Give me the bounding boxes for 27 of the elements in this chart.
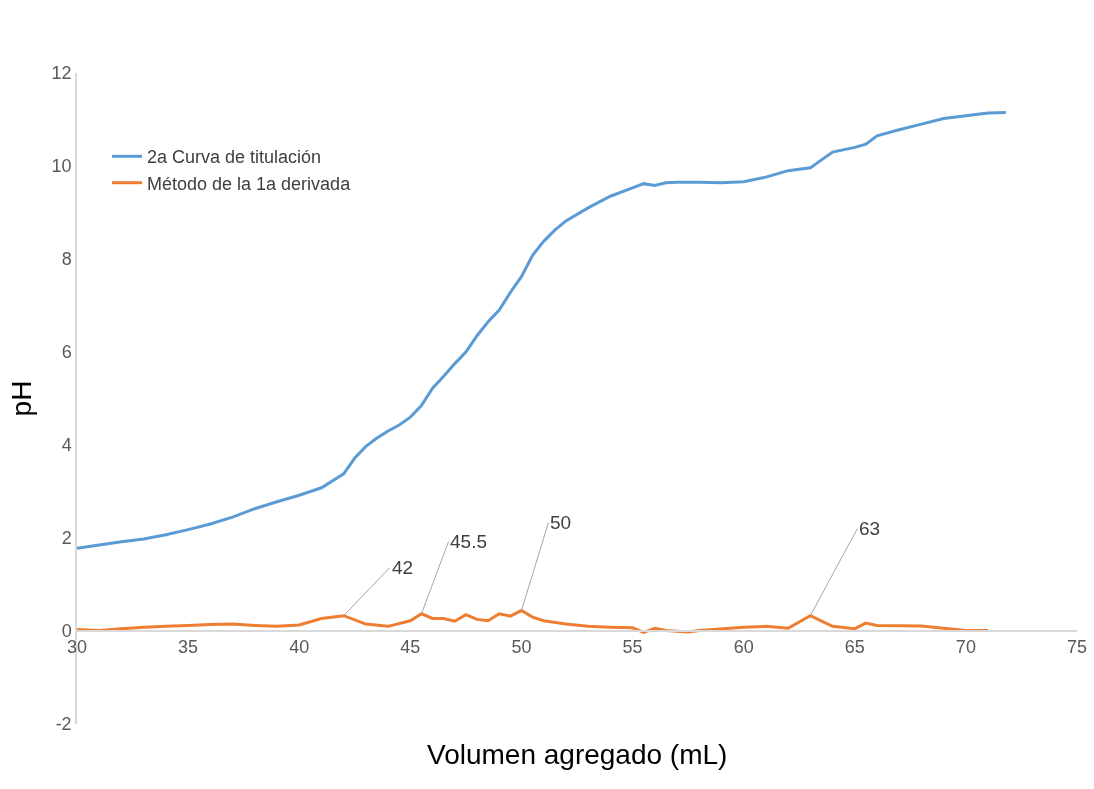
x-tick-label: 50 — [511, 637, 532, 658]
x-tick-label: 65 — [844, 637, 865, 658]
x-tick-label: 75 — [1066, 637, 1088, 658]
x-axis-title: Volumen agregado (mL) — [427, 739, 728, 770]
annotation: 63 — [859, 518, 881, 539]
y-tick-label: 8 — [61, 249, 72, 270]
y-axis-title: pH — [5, 380, 37, 417]
y-tick-label: 6 — [61, 342, 72, 363]
y-tick-label: 10 — [51, 156, 72, 177]
x-tick-label: 30 — [66, 637, 88, 658]
x-tick-label: 35 — [178, 637, 199, 658]
y-tick-label: 12 — [51, 63, 72, 84]
x-tick-label: 70 — [955, 637, 976, 658]
x-tick-label: 40 — [289, 637, 310, 658]
y-tick-label: -2 — [55, 714, 72, 735]
x-tick-label: 45 — [400, 637, 421, 658]
legend-label: Método de la 1a derivada — [147, 173, 352, 194]
y-tick-label: 2 — [61, 528, 72, 549]
line-series — [77, 111, 1008, 550]
annotation: 50 — [550, 512, 572, 533]
annotation: 42 — [392, 557, 414, 578]
x-tick-label: 55 — [622, 637, 643, 658]
line-series — [77, 609, 990, 634]
legend-label: 2a Curva de titulación — [147, 147, 322, 168]
y-tick-label: 4 — [61, 435, 72, 456]
annotation: 45.5 — [450, 531, 487, 552]
x-tick-label: 60 — [733, 637, 754, 658]
